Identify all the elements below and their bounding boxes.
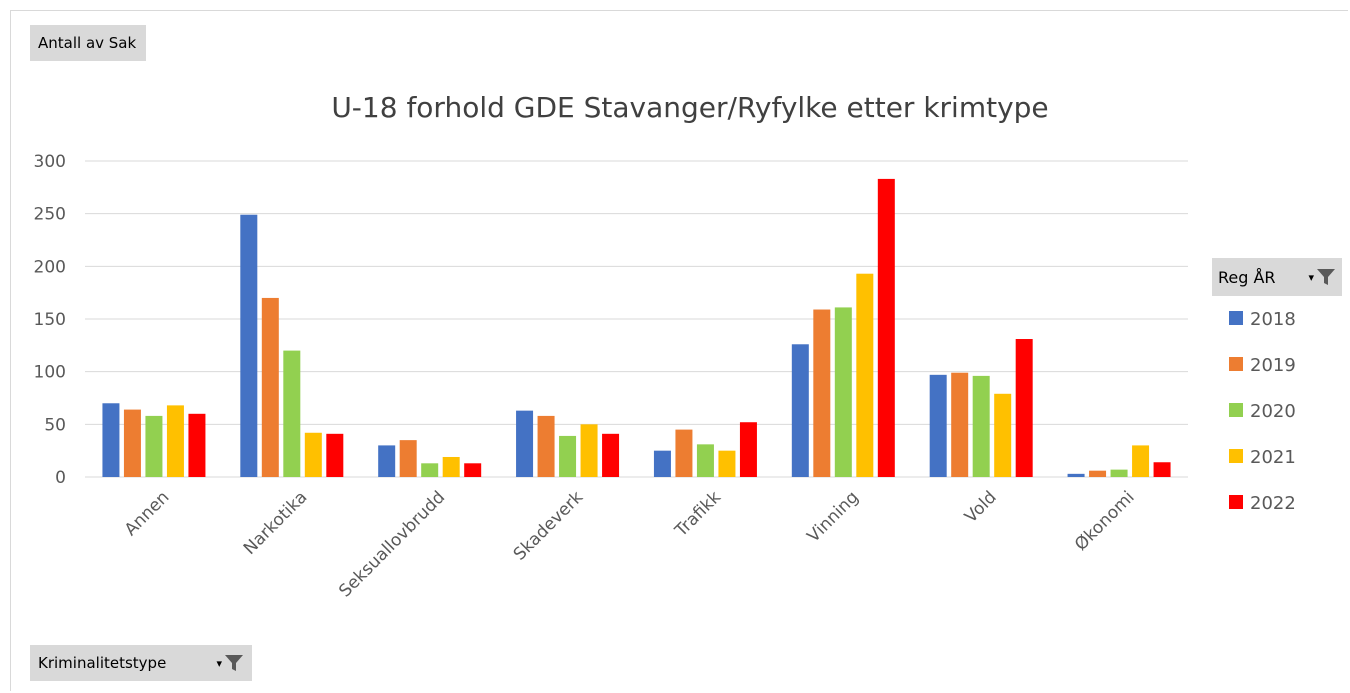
bar-2022	[1016, 339, 1033, 477]
bar-2018	[240, 215, 257, 477]
filter-funnel-icon	[224, 653, 244, 673]
bar-2021	[581, 424, 598, 477]
y-tick-label: 150	[34, 310, 66, 330]
bar-2021	[167, 405, 184, 477]
bar-2019	[538, 416, 555, 477]
y-axis: 0 50 100 150 200 250 300	[34, 152, 66, 488]
bar-2022	[188, 414, 205, 477]
filter-funnel-icon	[1316, 267, 1336, 287]
bar-2018	[378, 445, 395, 477]
bar-2019	[262, 298, 279, 477]
legend-label: 2022	[1250, 493, 1296, 514]
x-tick-label: Økonomi	[1071, 487, 1139, 555]
bar-2021	[1132, 445, 1149, 477]
bar-2018	[654, 451, 671, 477]
legend: 2018 2019 2020 2021 2022	[1229, 309, 1296, 514]
legend-label: 2018	[1250, 309, 1296, 330]
bar-2022	[602, 434, 619, 477]
bar-2018	[792, 344, 809, 477]
bar-2020	[145, 416, 162, 477]
bar-2022	[740, 422, 757, 477]
legend-swatch-2019	[1229, 357, 1243, 371]
bar-2020	[973, 376, 990, 477]
bar-2020	[283, 351, 300, 477]
bar-2022	[464, 463, 481, 477]
dropdown-arrow-icon: ▾	[1308, 271, 1314, 284]
bar-2022	[326, 434, 343, 477]
legend-field-button[interactable]: Reg ÅR ▾	[1212, 258, 1342, 296]
bar-2018	[516, 411, 533, 477]
bar-2021	[856, 274, 873, 477]
legend-swatch-2022	[1229, 495, 1243, 509]
x-tick-label: Narkotika	[240, 487, 312, 559]
bar-2019	[675, 430, 692, 477]
legend-label: 2021	[1250, 447, 1296, 468]
y-tick-label: 50	[44, 415, 66, 435]
bar-2020	[835, 307, 852, 477]
chart-title: U-18 forhold GDE Stavanger/Ryfylke etter…	[331, 91, 1048, 124]
x-tick-label: Seksuallovbrudd	[335, 487, 449, 601]
bar-2021	[994, 394, 1011, 477]
bar-2021	[443, 457, 460, 477]
bar-2021	[718, 451, 735, 477]
y-tick-label: 250	[34, 205, 66, 225]
bar-2019	[1089, 471, 1106, 477]
values-field-label: Antall av Sak	[38, 34, 136, 52]
bar-2020	[697, 444, 714, 477]
x-tick-label: Trafikk	[671, 487, 725, 541]
legend-swatch-2021	[1229, 449, 1243, 463]
legend-label: 2020	[1250, 401, 1296, 422]
legend-swatch-2020	[1229, 403, 1243, 417]
bars	[102, 179, 1170, 477]
bar-2018	[1068, 474, 1085, 477]
bar-2019	[400, 440, 417, 477]
axis-field-button[interactable]: Kriminalitetstype ▾	[30, 645, 252, 681]
axis-field-label: Kriminalitetstype	[38, 654, 210, 672]
x-tick-label: Vinning	[804, 487, 863, 546]
y-tick-label: 300	[34, 152, 66, 172]
bar-2020	[1111, 470, 1128, 477]
bar-2021	[305, 433, 322, 477]
legend-swatch-2018	[1229, 311, 1243, 325]
bar-2020	[421, 463, 438, 477]
x-tick-label: Skadeverk	[510, 487, 587, 564]
y-tick-label: 0	[55, 468, 66, 488]
y-tick-label: 100	[34, 363, 66, 383]
legend-field-label: Reg ÅR	[1218, 268, 1302, 287]
bar-2019	[951, 373, 968, 477]
x-tick-label: Vold	[961, 487, 1001, 527]
bar-2022	[1154, 462, 1171, 477]
y-tick-label: 200	[34, 257, 66, 277]
legend-label: 2019	[1250, 355, 1296, 376]
bar-2018	[102, 403, 119, 477]
dropdown-arrow-icon: ▾	[216, 657, 222, 670]
values-field-button[interactable]: Antall av Sak	[30, 25, 146, 61]
bar-2018	[930, 375, 947, 477]
bar-2020	[559, 436, 576, 477]
bar-2019	[124, 410, 141, 477]
x-tick-label: Annen	[121, 487, 174, 540]
x-axis: Annen Narkotika Seksuallovbrudd Skadeverk Tr…	[121, 487, 1139, 601]
bar-2022	[878, 179, 895, 477]
bar-2019	[813, 310, 830, 477]
